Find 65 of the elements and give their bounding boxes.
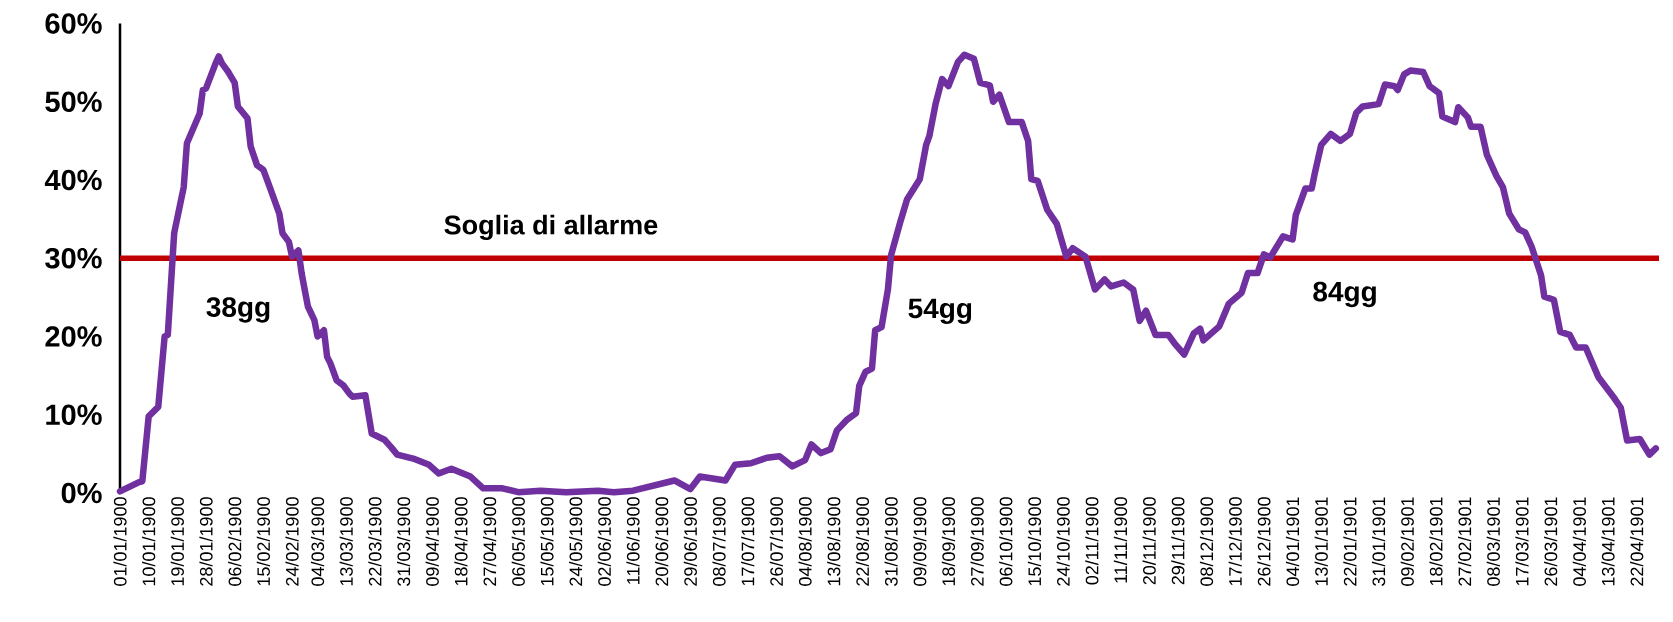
x-tick-label: 04/08/1900: [798, 497, 812, 586]
x-tick-label: 26/03/1901: [1544, 497, 1558, 586]
x-tick-label: 10/01/1900: [142, 497, 156, 586]
x-tick-label: 13/04/1901: [1601, 497, 1615, 586]
x-tick-label: 19/01/1900: [170, 497, 184, 586]
x-tick-label: 18/04/1900: [454, 497, 468, 586]
x-tick-label: 01/01/1900: [113, 497, 127, 586]
x-tick-label: 31/03/1900: [396, 497, 411, 586]
x-tick-label: 26/07/1900: [769, 497, 783, 586]
x-tick-label: 02/06/1900: [597, 497, 611, 586]
x-tick-label: 24/10/1900: [1056, 497, 1070, 586]
x-tick-label: 04/03/1900: [310, 497, 325, 586]
x-tick-label: 29/06/1900: [683, 497, 697, 586]
y-tick-label: 60%: [45, 13, 102, 34]
x-tick-label: 09/04/1900: [425, 497, 439, 586]
x-tick-label: 28/01/1900: [199, 497, 213, 586]
x-tick-label: 08/12/1900: [1199, 497, 1214, 586]
x-tick-label: 15/02/1900: [256, 497, 270, 586]
x-tick-label: 22/01/1901: [1343, 497, 1357, 586]
x-tick-label: 31/08/1900: [884, 497, 898, 586]
y-tick-label: 10%: [46, 404, 102, 426]
y-tick-label: 0%: [61, 482, 102, 504]
x-tick-label: 27/04/1900: [483, 497, 497, 586]
x-tick-label: 06/02/1900: [228, 497, 242, 586]
y-tick-label: 40%: [44, 169, 102, 191]
x-tick-label: 15/10/1900: [1027, 497, 1042, 586]
x-tick-label: 13/08/1900: [827, 497, 841, 586]
x-tick-label: 09/09/1900: [913, 497, 927, 586]
x-tick-label: 31/01/1901: [1371, 497, 1386, 586]
annotation: 54gg: [908, 298, 972, 324]
x-tick-label: 02/11/1900: [1085, 497, 1099, 585]
x-tick-label: 24/02/1900: [285, 497, 299, 586]
x-tick-label: 06/10/1900: [999, 497, 1013, 586]
x-tick-label: 09/02/1901: [1400, 497, 1414, 586]
x-tick-label: 13/01/1901: [1314, 497, 1328, 586]
y-tick-label: 50%: [45, 91, 102, 113]
x-tick-label: 04/04/1901: [1572, 497, 1586, 586]
ref-line-label: Soglia di allarme: [444, 214, 658, 241]
x-tick-label: 29/11/1900: [1171, 497, 1185, 585]
x-tick-label: 08/03/1901: [1486, 497, 1500, 586]
x-tick-label: 08/07/1900: [712, 497, 726, 586]
x-tick-label: 11/11/1900: [1113, 497, 1128, 583]
x-tick-label: 22/04/1901: [1630, 497, 1644, 586]
x-tick-label: 22/08/1900: [855, 497, 870, 586]
x-tick-label: 20/06/1900: [655, 497, 669, 586]
x-tick-label: 27/02/1901: [1458, 497, 1472, 586]
x-tick-label: 27/09/1900: [970, 497, 984, 586]
x-tick-label: 04/01/1901: [1285, 497, 1300, 586]
annotation: 38gg: [206, 297, 270, 323]
annotation: 84gg: [1313, 281, 1376, 308]
x-tick-label: 17/03/1901: [1515, 497, 1529, 586]
x-tick-label: 20/11/1900: [1142, 497, 1156, 585]
x-tick-label: 24/05/1900: [569, 497, 583, 586]
y-tick-label: 30%: [45, 247, 102, 269]
x-tick-label: 15/05/1900: [540, 497, 554, 586]
x-tick-label: 18/09/1900: [941, 497, 956, 586]
x-tick-label: 17/07/1900: [741, 497, 755, 586]
x-tick-label: 13/03/1900: [339, 497, 353, 586]
x-tick-label: 26/12/1900: [1257, 497, 1271, 586]
x-tick-label: 17/12/1900: [1228, 497, 1242, 586]
x-tick-label: 06/05/1900: [511, 497, 525, 586]
y-tick-label: 20%: [45, 326, 102, 347]
x-tick-label: 22/03/1900: [368, 497, 382, 586]
x-tick-label: 18/02/1901: [1429, 497, 1443, 586]
x-tick-label: 11/06/1900: [626, 497, 640, 584]
